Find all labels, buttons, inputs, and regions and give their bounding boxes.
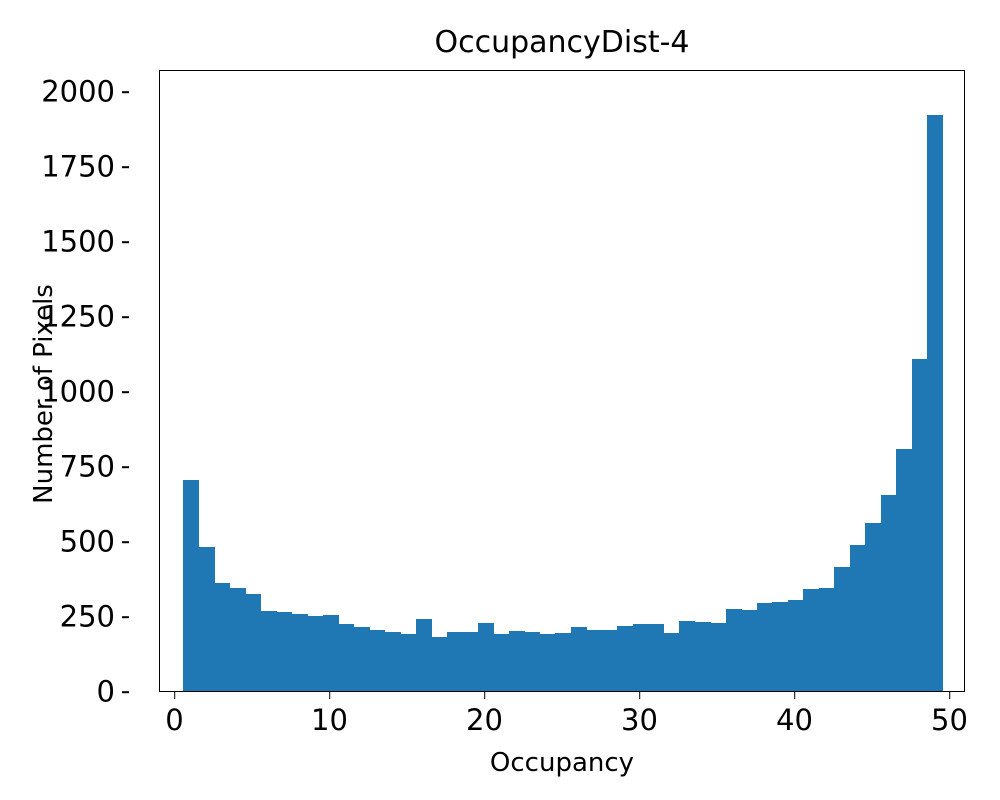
histogram-bar [400,634,417,691]
histogram-bar [198,546,215,691]
histogram-bar [524,631,541,691]
x-tick-label: 50 [931,703,968,737]
histogram-bar [384,631,401,691]
x-tick-mark [483,692,486,699]
histogram-bar [911,358,928,691]
histogram-bar [307,616,324,691]
histogram-bar [601,629,618,691]
histogram-bar [896,448,913,691]
x-tick-mark [638,692,641,699]
y-tick-mark [122,466,129,468]
histogram-bar [648,623,665,691]
histogram-bar [322,614,339,691]
y-tick-label: 500 [59,524,115,559]
y-tick-label: 1750 [41,149,115,184]
histogram-bar [834,566,851,691]
histogram-bar [570,626,587,691]
histogram-bar [586,630,603,691]
x-tick-label: 10 [311,703,348,737]
bars-layer [160,71,964,691]
chart-title: OccupancyDist-4 [434,25,690,60]
x-tick-mark [793,692,796,699]
histogram-bar [555,632,572,691]
x-tick-mark [948,692,951,699]
histogram-bar [741,610,758,691]
y-tick-mark [122,691,129,693]
x-axis: Occupancy 0 10 20 30 40 50 [0,692,1000,792]
y-axis: 0 250 500 750 1000 1250 1500 1750 2000 [0,0,159,800]
histogram-bar [446,632,463,691]
y-tick-label: 1000 [41,374,115,409]
histogram-bar [756,603,773,691]
histogram-bar [880,495,897,691]
histogram-bar [338,624,355,691]
histogram-bar [214,583,231,691]
histogram-bar [183,480,200,691]
histogram-bar [415,619,432,691]
x-tick-mark [173,692,176,699]
y-tick-mark [122,316,129,319]
histogram-bar [787,599,804,691]
histogram-bar [508,630,525,691]
y-tick-mark [122,91,129,94]
histogram-bar [803,589,820,691]
y-tick-mark [122,541,129,543]
x-tick-label: 20 [466,703,503,737]
x-tick-label: 30 [621,703,658,737]
histogram-bar [369,630,386,691]
histogram-bar [710,623,727,691]
histogram-bar [539,634,556,691]
y-tick-mark [122,391,129,394]
histogram-bar [353,627,370,691]
histogram-bar [493,634,510,691]
histogram-bar [663,633,680,691]
y-tick-label: 0 [96,674,115,709]
x-tick-label: 0 [165,703,184,737]
y-tick-label: 2000 [41,74,115,109]
histogram-bar [617,626,634,691]
x-tick-label: 40 [776,703,813,737]
histogram-bar [291,613,308,691]
histogram-bar [818,587,835,691]
histogram-bar [431,637,448,691]
histogram-bar [679,620,696,691]
y-tick-label: 750 [59,449,115,484]
histogram-bar [276,612,293,691]
histogram-bar [229,587,246,691]
y-tick-mark [122,241,129,244]
y-tick-mark [122,166,129,169]
histogram-bar [772,602,789,691]
y-axis-label: Number of Pixels [29,284,59,504]
x-axis-label: Occupancy [489,748,635,778]
histogram-bar [865,523,882,691]
y-tick-label: 250 [59,599,115,634]
histogram-bar [849,545,866,691]
y-tick-label: 1250 [41,299,115,334]
y-tick-mark [122,616,129,618]
histogram-bar [477,622,494,691]
histogram-bar [694,621,711,691]
x-tick-mark [328,692,331,699]
histogram-bar [462,632,479,691]
histogram-bar [632,624,649,691]
histogram-bar [260,610,277,691]
y-tick-label: 1500 [41,224,115,259]
histogram-bar [245,593,262,691]
histogram-bar [927,115,944,691]
histogram-bar [725,608,742,691]
plot-area [159,70,965,692]
